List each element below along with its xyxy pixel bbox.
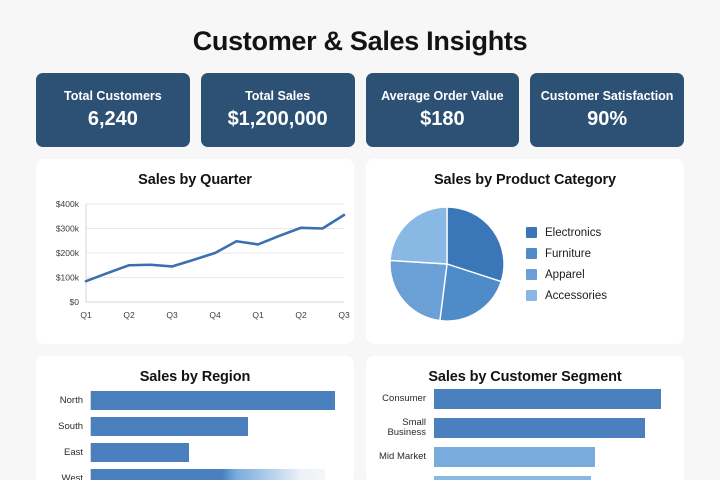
chart-title-sales-by-product-category: Sales by Product Category [433, 172, 617, 188]
svg-text:Q1: Q1 [252, 310, 264, 320]
pie-chart-area: Electronics Furniture Apparel Accessories [366, 190, 684, 338]
line-chart-sales-by-quarter: $0 $100k $200k $300k $400k Q1 Q2 Q3 Q4 Q1 Q2 Q3 [36, 190, 354, 338]
legend-swatch [526, 290, 537, 301]
card-sales-by-customer-segment[interactable]: Sales by Customer Segment Consumer Small … [366, 356, 684, 480]
pie-chart-sales-by-product-category [372, 205, 522, 323]
chart-grid: Sales by Quarter $0 $100k $200k $300k $400k Q… [36, 159, 684, 480]
bar-track [90, 391, 340, 410]
page-title: Customer & Sales Insights [192, 26, 528, 56]
bar-fill [434, 447, 596, 467]
legend-item-apparel[interactable]: Apparel [526, 269, 607, 281]
legend-item-accessories[interactable]: Accessories [526, 290, 607, 302]
legend-swatch [526, 248, 537, 259]
bar-row-consumer[interactable]: Consumer [366, 389, 670, 409]
kpi-card-total-customers[interactable]: Total Customers 6,240 [36, 73, 190, 147]
legend-label: Electronics [545, 226, 602, 239]
svg-text:Q3: Q3 [166, 310, 178, 320]
legend-swatch [526, 227, 537, 238]
bar-label: Small Business [387, 417, 426, 438]
svg-text:$400k: $400k [56, 199, 80, 209]
kpi-label: Total Customers [64, 89, 162, 103]
bar-fill [434, 476, 592, 480]
bar-chart-sales-by-region: North South East West [36, 387, 354, 480]
legend-item-furniture[interactable]: Furniture [526, 248, 607, 260]
card-sales-by-product-category[interactable]: Sales by Product Category Electronics Fur… [366, 159, 684, 344]
bar-fill [91, 443, 190, 462]
svg-text:Q1: Q1 [80, 310, 92, 320]
legend-label: Apparel [545, 268, 585, 281]
chart-title-sales-by-quarter: Sales by Quarter [138, 172, 252, 188]
bar-track [434, 418, 670, 438]
legend-swatch [526, 269, 537, 280]
kpi-value: 6,240 [87, 108, 138, 130]
bar-label: Mid Market [379, 451, 426, 463]
legend-label: Furniture [545, 247, 592, 260]
bar-label: South [58, 420, 83, 432]
bar-label: Consumer [382, 393, 426, 405]
svg-text:$0: $0 [70, 297, 80, 307]
chart-title-sales-by-region: Sales by Region [139, 369, 251, 385]
kpi-label: Customer Satisfaction [540, 89, 674, 103]
kpi-card-average-order-value[interactable]: Average Order Value $180 [365, 73, 520, 147]
bar-fill [434, 389, 661, 409]
bar-chart-sales-by-customer-segment: Consumer Small Business Mid Market Enterpri… [366, 387, 684, 480]
bar-track [434, 389, 670, 409]
legend-item-electronics[interactable]: Electronics [526, 227, 607, 239]
kpi-label: Average Order Value [381, 89, 504, 103]
svg-text:Q2: Q2 [295, 310, 307, 320]
svg-text:Q2: Q2 [123, 310, 135, 320]
bar-row-south[interactable]: South [36, 417, 340, 436]
svg-text:Q3: Q3 [338, 310, 350, 320]
bar-label: West [61, 472, 83, 480]
chart-title-sales-by-customer-segment: Sales by Customer Segment [428, 369, 622, 385]
bar-row-mid-market[interactable]: Mid Market [366, 447, 670, 467]
pie-legend: Electronics Furniture Apparel Accessories [522, 227, 607, 302]
bar-track [90, 417, 340, 436]
card-sales-by-quarter[interactable]: Sales by Quarter $0 $100k $200k $300k $400k Q… [36, 159, 354, 344]
bar-fill [434, 418, 645, 438]
bar-fill [91, 469, 326, 480]
legend-label: Accessories [545, 289, 607, 302]
bar-row-enterprise[interactable]: Enterprise [366, 476, 670, 480]
kpi-card-customer-satisfaction[interactable]: Customer Satisfaction 90% [530, 73, 684, 147]
bar-row-north[interactable]: North [36, 391, 340, 410]
kpi-value: $1,200,000 [227, 108, 328, 130]
bar-track [434, 476, 670, 480]
kpi-card-total-sales[interactable]: Total Sales $1,200,000 [200, 73, 355, 147]
svg-text:$200k: $200k [56, 248, 80, 258]
bar-track [434, 447, 670, 467]
svg-text:$100k: $100k [56, 273, 80, 283]
kpi-card-row: Total Customers 6,240 Total Sales $1,200… [36, 73, 684, 147]
svg-text:Q4: Q4 [209, 310, 221, 320]
bar-label: East [63, 446, 83, 458]
kpi-label: Total Sales [245, 89, 311, 103]
bar-fill [91, 417, 248, 436]
bar-row-small-business[interactable]: Small Business [366, 418, 670, 438]
bar-row-east[interactable]: East [36, 443, 340, 462]
kpi-value: $180 [420, 108, 465, 130]
bar-track [90, 443, 340, 462]
svg-text:$300k: $300k [56, 224, 80, 234]
bar-row-west[interactable]: West [36, 469, 340, 480]
kpi-value: 90% [587, 108, 628, 130]
bar-fill [91, 391, 336, 410]
bar-track [90, 469, 340, 480]
bar-label: North [59, 394, 83, 406]
